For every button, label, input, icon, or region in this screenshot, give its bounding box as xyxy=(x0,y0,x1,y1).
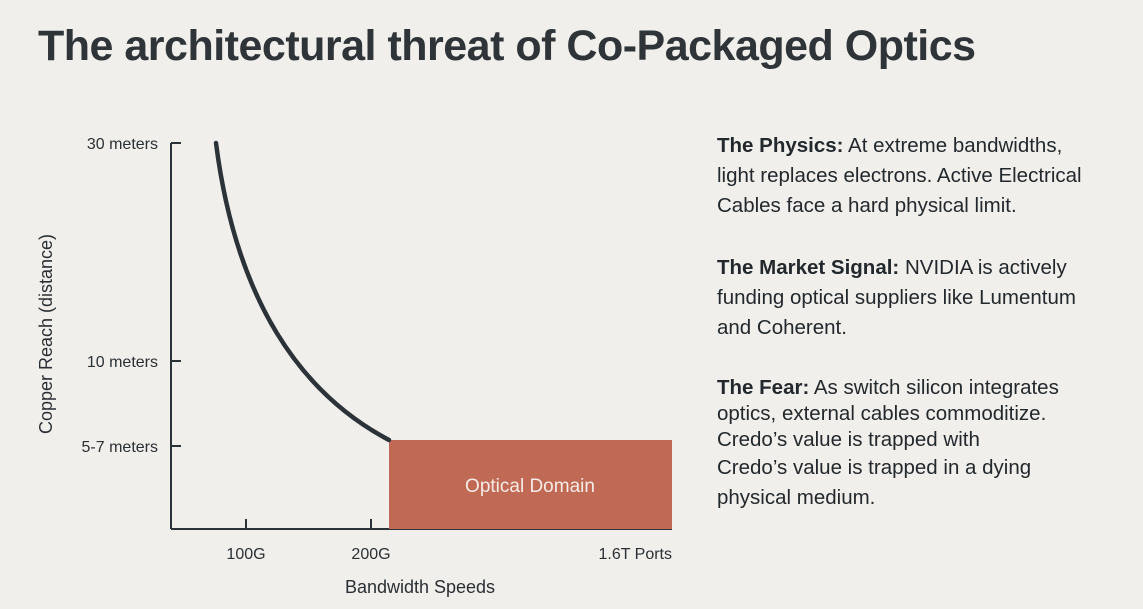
note-line: Credo’s value is trapped in a dying xyxy=(717,456,1032,479)
note-physics: The Physics: At extreme bandwidths, ligh… xyxy=(717,131,1137,221)
page-title: The architectural threat of Co-Packaged … xyxy=(38,22,976,70)
note-line: Credo’s value is trapped with xyxy=(717,428,980,451)
chart: 30 meters 10 meters 5-7 meters 100G 200G… xyxy=(36,136,672,597)
note-heading: The Market Signal: xyxy=(717,256,900,279)
note-line: light replaces electrons. Active Electri… xyxy=(717,164,1082,187)
y-tick-label: 30 meters xyxy=(87,136,158,153)
x-tick-label: 200G xyxy=(351,546,390,563)
optical-domain-label: Optical Domain xyxy=(465,476,595,497)
note-heading: The Fear: xyxy=(717,376,810,399)
note-line: As switch silicon integrates xyxy=(813,376,1059,399)
note-line: At extreme bandwidths, xyxy=(848,134,1063,157)
copper-reach-curve xyxy=(213,140,392,443)
note-heading: The Physics: xyxy=(717,134,844,157)
note-line: and Coherent. xyxy=(717,316,847,339)
note-line: physical medium. xyxy=(717,486,876,509)
x-tick-label: 1.6T Ports xyxy=(598,546,672,563)
note-market-signal: The Market Signal: NVIDIA is actively fu… xyxy=(717,253,1137,343)
note-line: Cables face a hard physical limit. xyxy=(717,194,1017,217)
note-line: optics, external cables commoditize. xyxy=(717,402,1047,425)
y-tick-label: 5-7 meters xyxy=(82,439,158,456)
y-axis-label: Copper Reach (distance) xyxy=(36,234,56,434)
y-tick-label: 10 meters xyxy=(87,354,158,371)
optical-domain-region xyxy=(389,440,672,529)
note-fear: The Fear: As switch silicon integrates o… xyxy=(717,375,1137,513)
note-line: NVIDIA is actively xyxy=(904,256,1067,279)
x-axis-label: Bandwidth Speeds xyxy=(345,577,495,597)
x-tick-label: 100G xyxy=(226,546,265,563)
notes-panel: The Physics: At extreme bandwidths, ligh… xyxy=(717,131,1137,545)
note-line: funding optical suppliers like Lumentum xyxy=(717,286,1076,309)
